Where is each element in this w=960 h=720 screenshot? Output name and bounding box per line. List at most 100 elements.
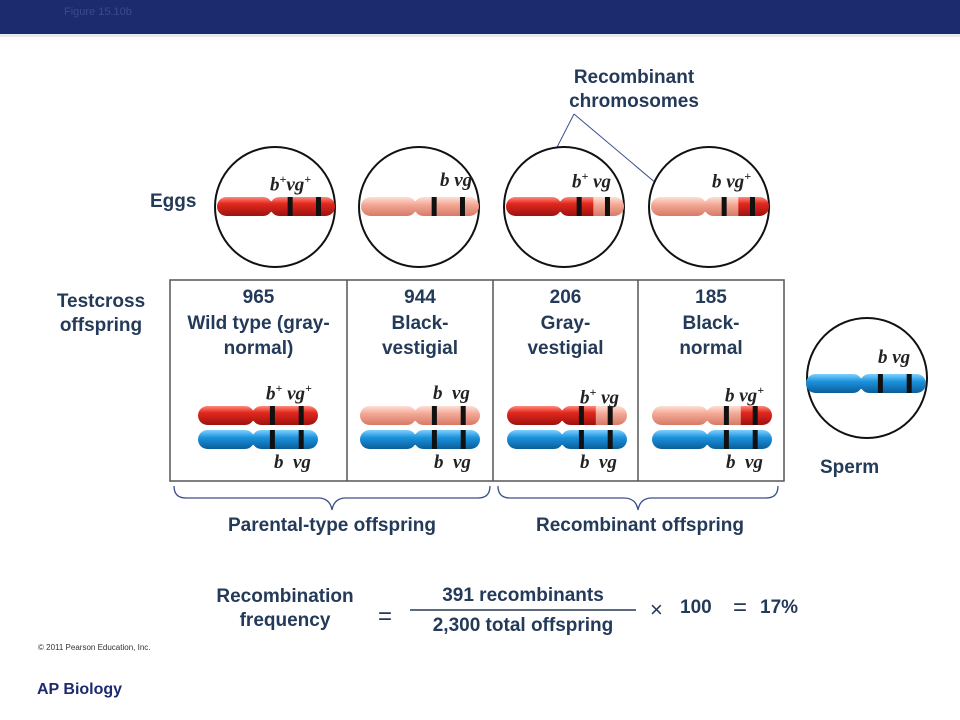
chromosome [217, 197, 336, 216]
chromosome-body [360, 406, 480, 425]
gene-locus-band [431, 406, 437, 425]
equals-sign: = [378, 603, 393, 630]
chromosome-body [360, 430, 480, 449]
figure-label: Figure 15.10b [64, 6, 132, 18]
gene-locus-band [749, 197, 755, 216]
multiplier: 100 [680, 597, 712, 618]
offspring-top-gene-label: b+ vg+ [266, 381, 312, 405]
sperm-label: Sperm [820, 457, 880, 478]
offspring-top-gene-label: b vg+ [725, 383, 765, 407]
offspring-count: 965 [242, 287, 275, 308]
chromosome [506, 197, 624, 216]
gene-locus-band [269, 406, 275, 425]
offspring-bottom-gene-label: b vg [580, 452, 617, 473]
gene-locus-band [906, 374, 912, 393]
gene-locus-band [607, 406, 613, 425]
times-sign: × [650, 597, 663, 622]
chromosome-body [507, 406, 627, 425]
equals-sign-2: = [733, 594, 748, 621]
recombinant-chromosomes-label: Recombinant chromosomes [569, 67, 699, 112]
chromosome-body [217, 197, 336, 216]
offspring-phenotype: Gray- vestigial [527, 313, 604, 359]
chromosome-body [361, 197, 480, 216]
gene-locus-band [723, 430, 729, 449]
egg-gene-label: b+ vg [572, 169, 612, 193]
offspring-bottom-gene-label: b vg [274, 452, 311, 473]
testcross-offspring-label: Testcross offspring [56, 291, 146, 336]
footer-title: AP Biology [37, 681, 123, 698]
gene-locus-band [578, 430, 584, 449]
gene-locus-band [460, 430, 466, 449]
gene-locus-band [431, 430, 437, 449]
recombinant-brace [497, 485, 779, 511]
gene-locus-band [721, 197, 727, 216]
gene-locus-band [459, 197, 465, 216]
gene-locus-band [752, 430, 758, 449]
chromosome-segment [652, 406, 742, 425]
chromosome-segment [217, 197, 336, 216]
offspring-phenotype: Black- vestigial [381, 313, 459, 359]
chromosome [652, 406, 772, 425]
fraction-denominator: 2,300 total offspring [432, 615, 614, 636]
offspring-count: 944 [404, 287, 436, 308]
gene-locus-band [752, 406, 758, 425]
chromosome-body [651, 197, 769, 216]
parental-brace [173, 485, 491, 511]
chromosome-segment [198, 406, 318, 425]
eggs-label: Eggs [150, 191, 197, 212]
offspring-count: 185 [695, 287, 727, 308]
offspring-phenotype: Wild type (gray-normal) [187, 313, 330, 359]
chromosome [360, 406, 480, 425]
egg-gene-label: b+vg+ [270, 172, 312, 196]
chromosome-segment [506, 197, 594, 216]
chromosome-body [507, 430, 627, 449]
chromosome-segment [507, 406, 597, 425]
chromosome-body [652, 406, 772, 425]
chromosome-segment [651, 197, 739, 216]
sperm-gene-label: b vg [878, 347, 911, 368]
egg-gene-label: b vg+ [712, 169, 752, 193]
chromosome-body [652, 430, 772, 449]
copyright-notice: © 2011 Pearson Education, Inc. [38, 643, 151, 652]
gene-locus-band [298, 406, 304, 425]
offspring-top-gene-label: b+ vg [580, 385, 620, 409]
gene-locus-band [298, 430, 304, 449]
gene-locus-band [315, 197, 321, 216]
chromosome [361, 197, 480, 216]
gene-locus-band [723, 406, 729, 425]
chromosome-layer [198, 197, 926, 449]
chromosome-segment [652, 430, 772, 449]
chromosome [360, 430, 480, 449]
chromosome [198, 430, 318, 449]
parental-type-label: Parental-type offspring [228, 515, 436, 536]
chromosome-body [806, 374, 926, 393]
chromosome-segment [360, 406, 480, 425]
gene-locus-band [269, 430, 275, 449]
chromosome-body [198, 406, 318, 425]
gene-locus-band [460, 406, 466, 425]
recombinant-offspring-label: Recombinant offspring [536, 515, 744, 536]
egg-gene-label: b vg [440, 170, 473, 191]
chromosome-segment [198, 430, 318, 449]
offspring-bottom-gene-label: b vg [726, 452, 763, 473]
recombination-frequency-label: Recombination frequency [216, 586, 354, 631]
gene-locus-band [576, 197, 582, 216]
offspring-phenotype: Black- normal [679, 313, 743, 359]
chromosome [652, 430, 772, 449]
chromosome [507, 430, 627, 449]
gene-locus-band [578, 406, 584, 425]
chromosome [198, 406, 318, 425]
gene-locus-band [431, 197, 437, 216]
chromosome-body [506, 197, 624, 216]
chromosome-segment [360, 430, 480, 449]
offspring-bottom-gene-label: b vg [434, 452, 471, 473]
gene-locus-band [607, 430, 613, 449]
chromosome [651, 197, 769, 216]
chromosome [507, 406, 627, 425]
header-bar [0, 0, 960, 34]
offspring-top-gene-label: b vg [433, 383, 470, 404]
header-divider [0, 34, 960, 37]
gene-locus-band [287, 197, 293, 216]
result-value: 17% [760, 597, 799, 618]
